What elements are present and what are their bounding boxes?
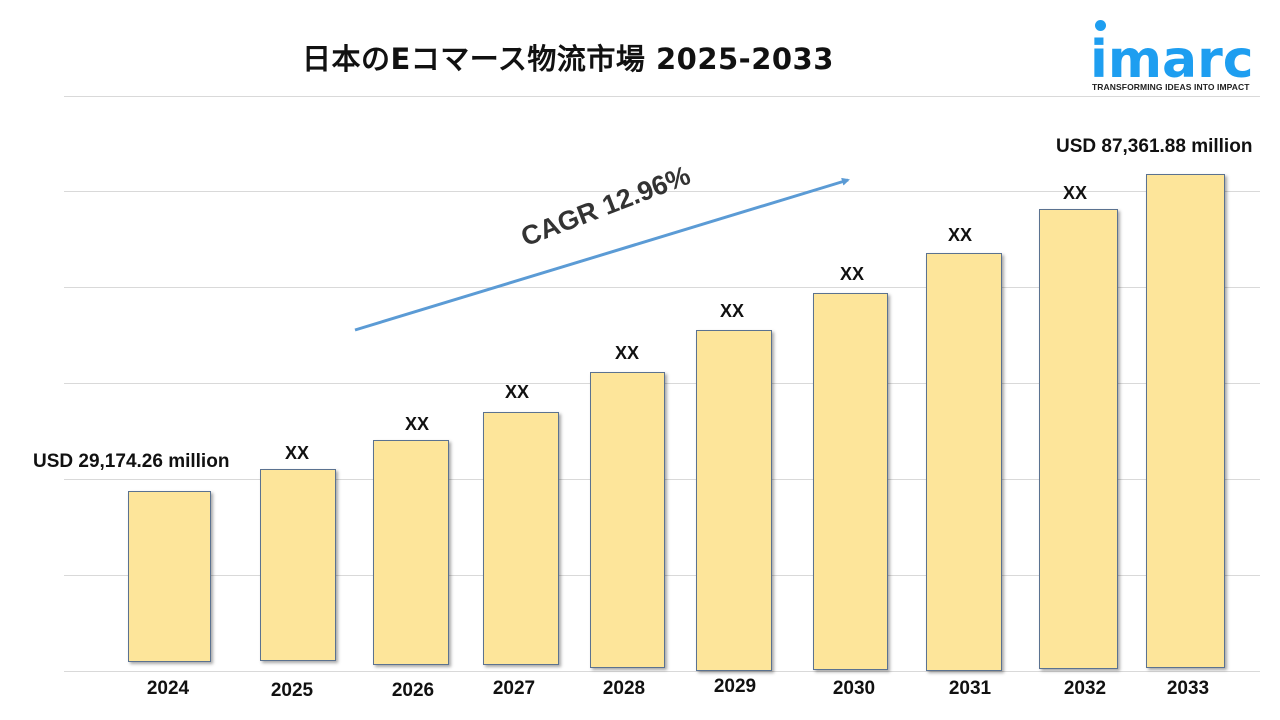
- x-axis-label: 2032: [1063, 678, 1107, 699]
- gridline: [64, 191, 1260, 192]
- bar-2029: [696, 330, 772, 671]
- x-axis-label: 2029: [713, 676, 757, 697]
- x-axis-label: 2025: [270, 680, 314, 701]
- x-axis-label: 2033: [1166, 678, 1210, 699]
- logo-dot-icon: [1095, 20, 1106, 31]
- bar-value-label: XX: [947, 225, 972, 245]
- bar-2024: [128, 491, 211, 662]
- bar-2032: [1039, 209, 1118, 669]
- bar-2025: [260, 469, 336, 661]
- x-axis-label: 2031: [948, 678, 992, 699]
- bar-value-label: XX: [504, 382, 529, 402]
- bar-value-label: XX: [404, 414, 429, 434]
- imarc-logo: imarc TRANSFORMING IDEAS INTO IMPACT: [1090, 20, 1265, 95]
- logo-wordmark: imarc: [1090, 30, 1254, 90]
- bar-2033: [1146, 174, 1225, 668]
- x-axis-label: 2024: [146, 678, 190, 699]
- chart-title: 日本のEコマース物流市場 2025-2033: [302, 42, 834, 76]
- bar-value-label: XX: [839, 264, 864, 284]
- x-axis-label: 2028: [602, 678, 646, 699]
- bar-value-label: XX: [284, 443, 309, 463]
- x-axis-label: 2026: [391, 680, 435, 701]
- bar-2027: [483, 412, 559, 665]
- logo-tagline: TRANSFORMING IDEAS INTO IMPACT: [1092, 82, 1250, 92]
- start-value-annotation: USD 29,174.26 million: [33, 451, 230, 472]
- bar-value-label: XX: [614, 343, 639, 363]
- x-axis-label: 2030: [832, 678, 876, 699]
- bar-2028: [590, 372, 665, 668]
- x-axis-line: [64, 671, 1260, 672]
- bar-2030: [813, 293, 888, 670]
- bar-value-label: XX: [719, 301, 744, 321]
- bar-value-label: XX: [1062, 183, 1087, 203]
- end-value-annotation: USD 87,361.88 million: [1056, 136, 1253, 157]
- gridline: [64, 287, 1260, 288]
- gridline: [64, 96, 1260, 97]
- x-axis-label: 2027: [492, 678, 536, 699]
- bar-2031: [926, 253, 1002, 671]
- bar-2026: [373, 440, 449, 665]
